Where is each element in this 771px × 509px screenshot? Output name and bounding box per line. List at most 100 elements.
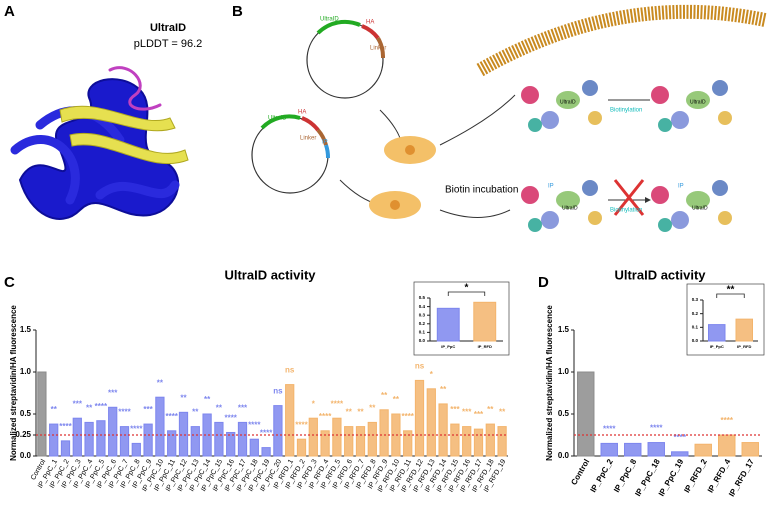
protein-label: UltraID (692, 205, 708, 211)
bar (462, 426, 472, 457)
significance-label: **** (401, 412, 414, 421)
significance-label: ** (157, 378, 164, 387)
chart-title: UltraID activity (614, 267, 706, 282)
plasmid-label: Linker (300, 136, 316, 142)
protein-score: pLDDT = 96.2 (134, 38, 203, 50)
protein-label: UltraID (560, 99, 576, 105)
bar (155, 396, 165, 457)
significance-label: **** (59, 422, 72, 431)
significance-label: *** (108, 388, 118, 397)
bar (214, 421, 224, 457)
bar (60, 440, 71, 457)
y-tick-label: 0.5 (419, 295, 426, 300)
binder-label: IP (548, 184, 554, 190)
bar (367, 421, 377, 457)
y-tick-label: 1.0 (20, 367, 32, 376)
x-tick-label: IP_RFD (737, 344, 751, 349)
bar (167, 430, 177, 457)
significance-label: **** (721, 416, 734, 425)
plasmid-label: HA (298, 110, 306, 116)
bar (332, 417, 342, 457)
panel-label: C (4, 274, 15, 291)
significance-label: ** (357, 408, 364, 417)
bar (49, 423, 59, 457)
comparison-bracket (447, 291, 486, 296)
bar (624, 442, 642, 457)
bar (296, 438, 307, 457)
bar (485, 423, 495, 457)
bar (320, 430, 330, 457)
bar (473, 301, 497, 342)
bar (72, 417, 82, 457)
y-tick-label: 0.5 (558, 409, 570, 418)
panel-label: D (538, 274, 549, 291)
plasmid-label: UltraID (268, 116, 287, 122)
bar (202, 413, 212, 457)
plasmid-label: HA (366, 20, 374, 26)
protein-label: UltraID (690, 99, 706, 105)
protein-name: UltraID (150, 22, 186, 34)
comparison-bracket (716, 293, 745, 298)
y-tick-label: 1.5 (20, 325, 32, 334)
significance-label: **** (650, 424, 663, 433)
significance-label: ** (487, 405, 494, 414)
bar (647, 442, 665, 457)
significance-label: ** (86, 404, 93, 413)
y-axis-label: Normalized streptavidin/HA fluorescence (9, 305, 18, 461)
y-tick-label: 0.25 (15, 430, 31, 439)
x-tick-label: IP_RFD (478, 344, 492, 349)
bar (131, 442, 141, 457)
bar (436, 307, 460, 342)
significance-label: ** (216, 404, 223, 413)
y-tick-label: 0.5 (20, 409, 32, 418)
y-tick-label: 0.2 (419, 321, 426, 326)
y-tick-label: 0.3 (419, 312, 426, 317)
significance-label: ** (381, 391, 388, 400)
significance-label: ** (192, 408, 199, 417)
y-tick-label: 0.2 (692, 311, 699, 316)
bar (355, 426, 366, 457)
schematic (251, 4, 767, 232)
significance-label: ** (440, 385, 447, 394)
bar (261, 447, 271, 457)
inset-frame (686, 283, 765, 356)
bar (671, 451, 689, 457)
bar (379, 409, 389, 457)
comparison-label: * (465, 283, 469, 294)
bar (694, 443, 712, 457)
significance-label: **** (248, 420, 261, 429)
significance-label: *** (143, 405, 153, 414)
bar (143, 423, 153, 457)
bar (438, 403, 448, 457)
protein-structure (10, 66, 189, 220)
y-tick-label: 0.0 (692, 338, 699, 343)
step-label: Biotin incubation (445, 185, 518, 196)
x-tick-label: IP_PpC (441, 344, 455, 349)
bar (718, 434, 736, 457)
significance-label: **** (224, 414, 237, 423)
significance-label: **** (95, 402, 108, 411)
x-tick-label: IP_RFD_4 (706, 457, 733, 494)
significance-label: ns (415, 362, 425, 371)
bar (226, 431, 236, 457)
significance-label: **** (674, 433, 687, 442)
reaction-label: Biotinylation (610, 208, 642, 214)
x-tick-label: IP_RFD_2 (682, 457, 709, 494)
bar (414, 379, 425, 457)
bar (84, 421, 94, 457)
y-axis-label: Normalized streptavidin/HA fluorescence (545, 305, 554, 461)
bar (308, 417, 318, 457)
significance-label: **** (118, 408, 131, 417)
y-tick-label: 0.0 (558, 451, 570, 460)
bar (577, 371, 595, 457)
bar (285, 384, 295, 457)
y-tick-label: 0.3 (692, 297, 699, 302)
bar (237, 421, 248, 457)
inset-frame (413, 281, 510, 356)
bar (344, 426, 354, 457)
binder-label: IP (678, 184, 684, 190)
bar (708, 324, 726, 342)
bar (735, 318, 753, 342)
bar (497, 426, 507, 457)
